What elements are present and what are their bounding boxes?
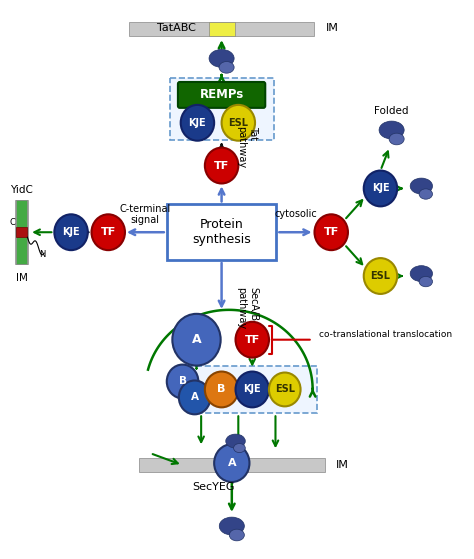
Circle shape	[205, 372, 238, 408]
Text: KJE: KJE	[244, 385, 261, 395]
Text: Tat
pathway: Tat pathway	[237, 126, 258, 168]
Text: IM: IM	[16, 273, 28, 283]
Ellipse shape	[379, 121, 404, 139]
Circle shape	[364, 258, 397, 294]
Text: A: A	[228, 458, 236, 468]
Text: IM: IM	[326, 23, 338, 33]
Text: A: A	[191, 392, 199, 402]
Bar	[15, 200, 28, 264]
Bar	[209, 22, 235, 36]
Bar	[139, 458, 325, 472]
Ellipse shape	[219, 517, 245, 535]
Text: TF: TF	[100, 228, 116, 237]
Text: TF: TF	[245, 335, 260, 345]
FancyBboxPatch shape	[170, 78, 273, 140]
Text: SecYEG: SecYEG	[192, 482, 235, 492]
Text: ESL: ESL	[275, 385, 295, 395]
Text: B: B	[179, 377, 187, 386]
Text: SecA/B
pathway: SecA/B pathway	[237, 287, 258, 329]
Ellipse shape	[419, 276, 432, 287]
Bar	[16, 228, 27, 237]
FancyBboxPatch shape	[187, 366, 317, 413]
Circle shape	[364, 170, 397, 206]
Text: N: N	[39, 250, 46, 259]
Text: REMPs: REMPs	[200, 88, 244, 101]
Circle shape	[236, 322, 269, 358]
Text: TF: TF	[214, 160, 229, 170]
Text: KJE: KJE	[372, 183, 389, 193]
Bar	[216, 458, 247, 472]
Ellipse shape	[410, 266, 432, 282]
Text: ESL: ESL	[228, 118, 248, 128]
Ellipse shape	[234, 443, 245, 453]
Text: KJE: KJE	[189, 118, 206, 128]
Text: TF: TF	[324, 228, 339, 237]
Circle shape	[221, 105, 255, 141]
Circle shape	[55, 214, 88, 250]
Text: IM: IM	[336, 460, 349, 470]
Text: cytosolic: cytosolic	[274, 209, 317, 219]
Text: Protein
synthesis: Protein synthesis	[192, 218, 251, 246]
FancyBboxPatch shape	[167, 205, 276, 260]
Bar	[128, 22, 314, 36]
Circle shape	[167, 364, 198, 399]
Text: C-terminal
signal: C-terminal signal	[120, 203, 171, 225]
Text: C: C	[9, 218, 16, 227]
Ellipse shape	[229, 529, 245, 541]
Circle shape	[91, 214, 125, 250]
Circle shape	[214, 444, 249, 482]
Ellipse shape	[226, 434, 245, 448]
Text: ESL: ESL	[371, 271, 391, 281]
Ellipse shape	[389, 133, 404, 145]
Circle shape	[269, 372, 301, 406]
Circle shape	[181, 105, 214, 141]
FancyBboxPatch shape	[178, 82, 265, 108]
Bar	[16, 200, 27, 264]
Ellipse shape	[209, 49, 234, 67]
Circle shape	[314, 214, 348, 250]
Text: A: A	[191, 333, 201, 346]
Text: KJE: KJE	[62, 228, 80, 237]
Text: TatABC: TatABC	[157, 23, 196, 33]
Ellipse shape	[410, 178, 432, 194]
Text: co-translational translocation: co-translational translocation	[319, 330, 452, 339]
Text: YidC: YidC	[10, 186, 33, 196]
Circle shape	[179, 381, 210, 414]
Text: Folded: Folded	[374, 106, 409, 116]
Ellipse shape	[219, 61, 234, 73]
Circle shape	[205, 148, 238, 183]
Text: B: B	[218, 385, 226, 395]
Circle shape	[173, 314, 221, 366]
Circle shape	[236, 372, 269, 408]
Ellipse shape	[419, 189, 432, 199]
